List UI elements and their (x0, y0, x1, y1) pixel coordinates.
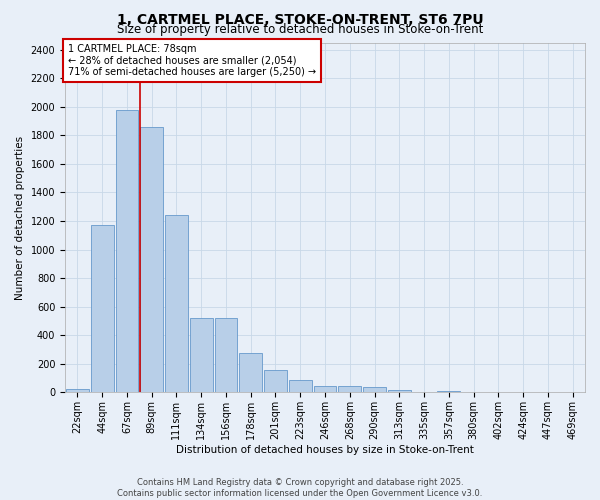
Bar (66, 389, 89, 392)
Bar (289, 380, 311, 392)
Bar (165, 214, 188, 392)
Bar (338, 386, 361, 392)
Text: Size of property relative to detached houses in Stoke-on-Trent: Size of property relative to detached ho… (117, 22, 483, 36)
Bar (116, 110, 139, 392)
Bar (437, 391, 460, 392)
X-axis label: Distribution of detached houses by size in Stoke-on-Trent: Distribution of detached houses by size … (176, 445, 474, 455)
Bar (388, 390, 410, 392)
Text: Contains HM Land Registry data © Crown copyright and database right 2025.
Contai: Contains HM Land Registry data © Crown c… (118, 478, 482, 498)
Y-axis label: Number of detached properties: Number of detached properties (15, 136, 25, 300)
Bar (363, 388, 386, 392)
Bar (190, 318, 212, 392)
Text: 1, CARTMEL PLACE, STOKE-ON-TRENT, ST6 7PU: 1, CARTMEL PLACE, STOKE-ON-TRENT, ST6 7P… (116, 12, 484, 26)
Bar (264, 370, 287, 392)
Bar (140, 128, 163, 392)
Bar (215, 318, 238, 392)
Bar (314, 386, 337, 392)
Text: 1 CARTMEL PLACE: 78sqm
← 28% of detached houses are smaller (2,054)
71% of semi-: 1 CARTMEL PLACE: 78sqm ← 28% of detached… (68, 44, 316, 78)
Bar (239, 353, 262, 393)
Bar (91, 224, 113, 392)
